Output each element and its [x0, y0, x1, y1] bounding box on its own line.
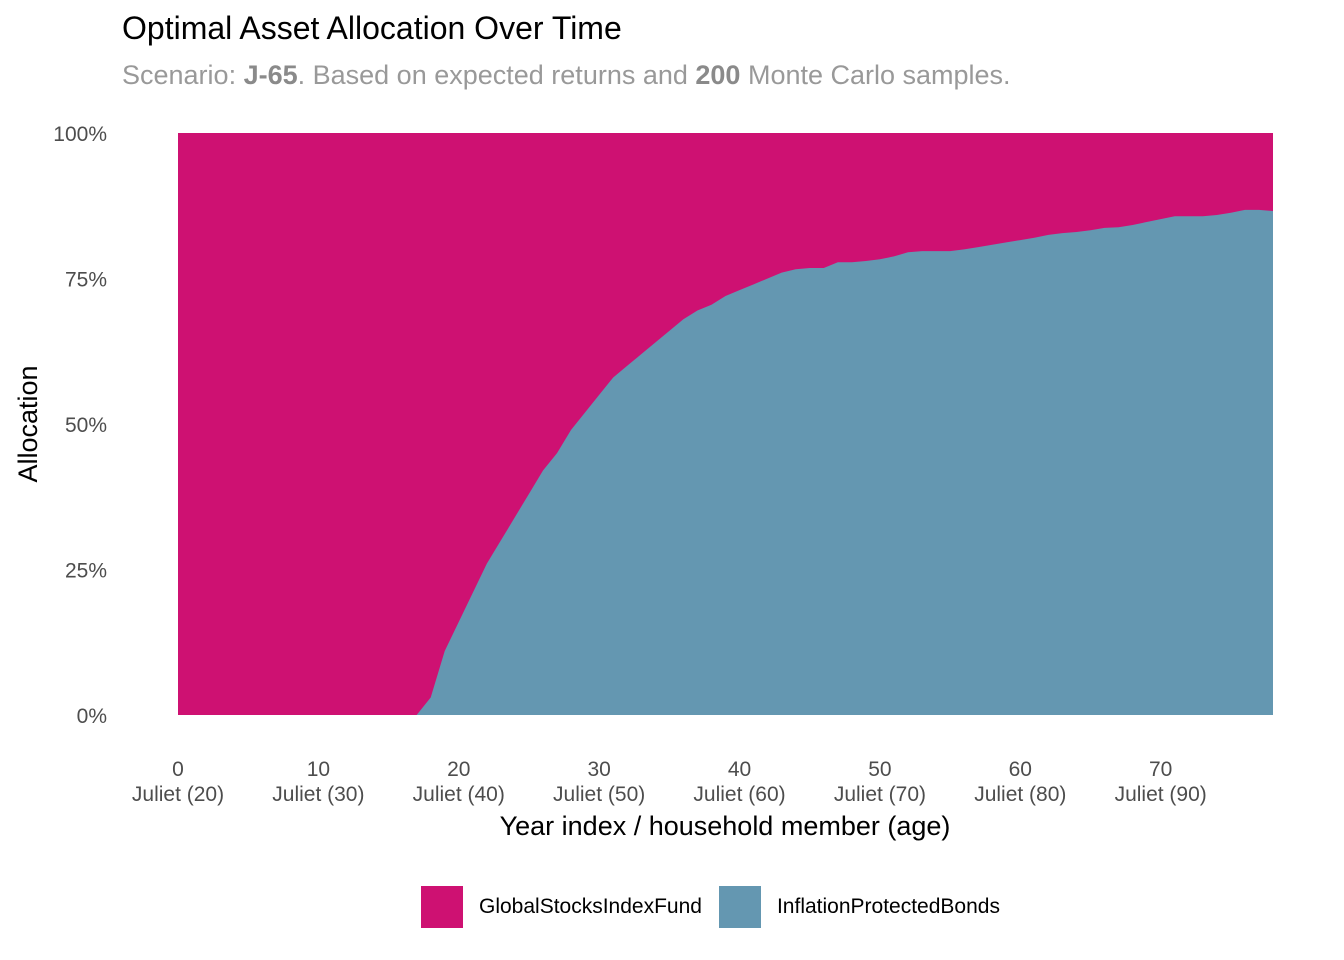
x-tick-sublabel: Juliet (80) [974, 783, 1066, 806]
legend-label-bonds: InflationProtectedBonds [776, 895, 1000, 918]
legend: GlobalStocksIndexFund InflationProtected… [421, 886, 1017, 928]
x-tick-label: 30 [587, 758, 610, 781]
y-tick-label: 0% [77, 705, 107, 728]
legend-swatch-stocks [421, 886, 463, 928]
x-tick-sublabel: Juliet (40) [413, 783, 505, 806]
area-inflation-protected-bonds [178, 209, 1273, 715]
x-axis-title: Year index / household member (age) [500, 811, 951, 841]
x-tick-label: 20 [447, 758, 470, 781]
x-tick-sublabel: Juliet (20) [132, 783, 224, 806]
x-tick-sublabel: Juliet (30) [272, 783, 364, 806]
y-tick-label: 25% [65, 560, 107, 583]
subtitle-middle: . Based on expected returns and [297, 60, 696, 90]
x-tick-label: 0 [172, 758, 184, 781]
x-tick-label: 40 [728, 758, 751, 781]
x-tick-label: 60 [1009, 758, 1032, 781]
legend-item-stocks: GlobalStocksIndexFund [421, 886, 702, 928]
subtitle-samples: 200 [695, 60, 741, 90]
subtitle-scenario: J-65 [243, 60, 298, 90]
x-tick-sublabel: Juliet (90) [1115, 783, 1207, 806]
y-tick-label: 75% [65, 269, 107, 292]
legend-item-bonds: InflationProtectedBonds [718, 886, 1000, 928]
x-tick-label: 10 [307, 758, 330, 781]
legend-label-stocks: GlobalStocksIndexFund [479, 895, 702, 918]
subtitle-suffix: Monte Carlo samples. [740, 60, 1011, 90]
legend-swatch-bonds [718, 886, 761, 928]
x-tick-sublabel: Juliet (70) [834, 783, 926, 806]
x-tick-label: 50 [868, 758, 891, 781]
x-tick-label: 70 [1149, 758, 1172, 781]
subtitle-prefix: Scenario: [122, 60, 244, 90]
y-tick-label: 100% [53, 123, 107, 146]
chart-title: Optimal Asset Allocation Over Time [122, 10, 622, 46]
y-axis-title: Allocation [13, 365, 43, 482]
y-tick-label: 50% [65, 414, 107, 437]
x-tick-sublabel: Juliet (60) [693, 783, 785, 806]
x-tick-sublabel: Juliet (50) [553, 783, 645, 806]
chart-subtitle: Scenario: J-65. Based on expected return… [122, 60, 1011, 91]
